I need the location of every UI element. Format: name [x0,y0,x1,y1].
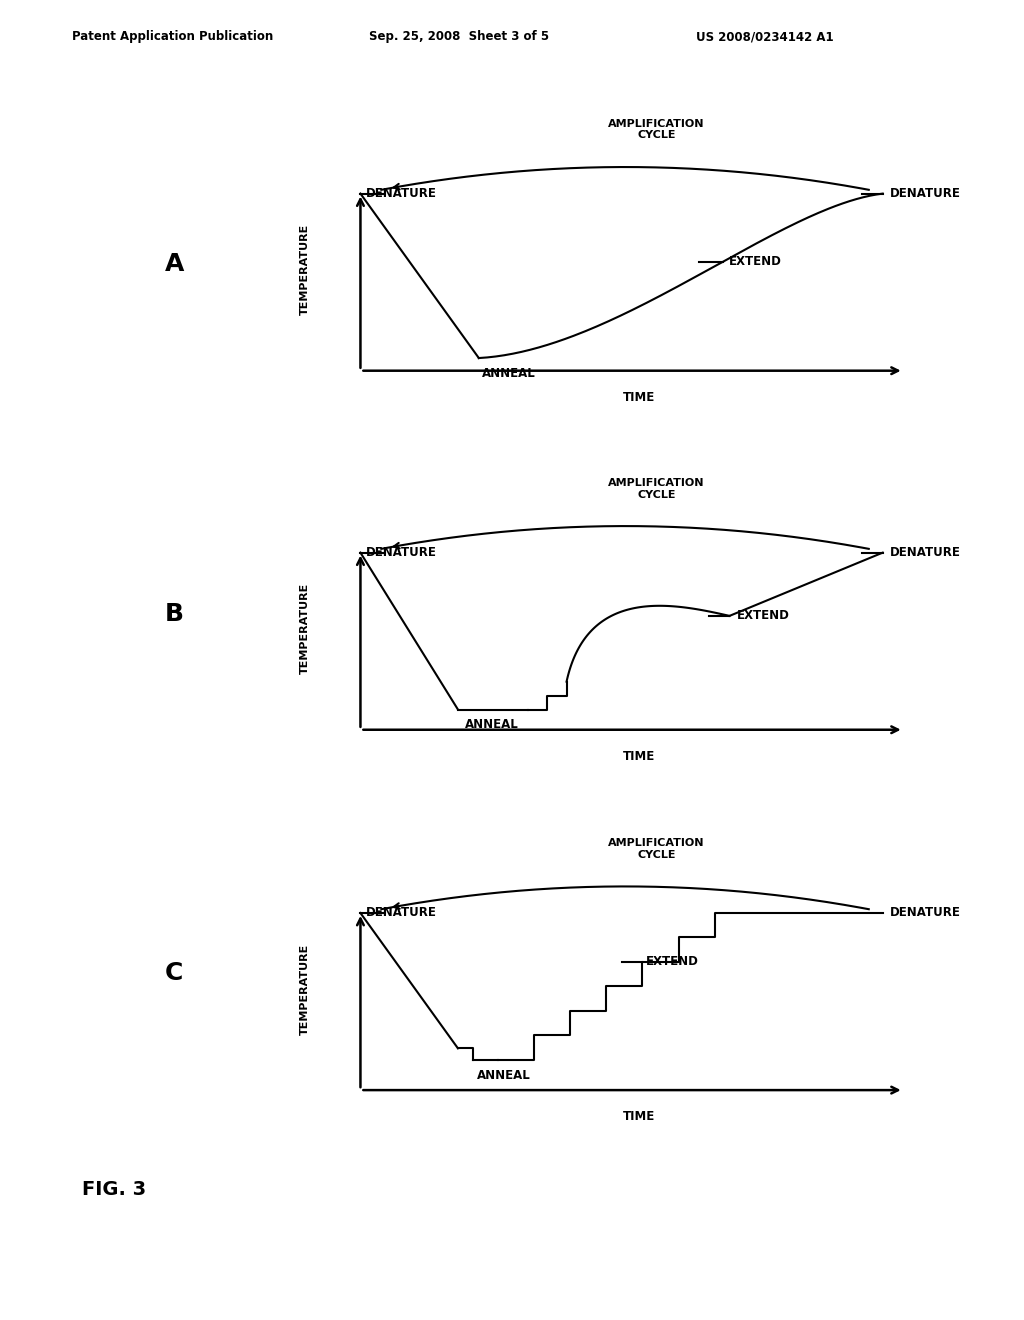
Text: AMPLIFICATION
CYCLE: AMPLIFICATION CYCLE [608,119,705,140]
Text: TEMPERATURE: TEMPERATURE [300,583,309,675]
Text: AMPLIFICATION
CYCLE: AMPLIFICATION CYCLE [608,478,705,499]
Text: EXTEND: EXTEND [736,610,790,623]
Text: DENATURE: DENATURE [890,187,961,201]
Text: DENATURE: DENATURE [890,546,961,560]
Text: Patent Application Publication: Patent Application Publication [72,30,273,44]
Text: B: B [165,602,183,626]
Text: US 2008/0234142 A1: US 2008/0234142 A1 [696,30,834,44]
Text: EXTEND: EXTEND [646,956,698,969]
Text: ANNEAL: ANNEAL [477,1069,530,1081]
Text: ANNEAL: ANNEAL [482,367,536,380]
Text: TIME: TIME [623,391,655,404]
Text: ANNEAL: ANNEAL [465,718,518,731]
Text: C: C [165,961,183,985]
Text: EXTEND: EXTEND [729,255,781,268]
Text: Sep. 25, 2008  Sheet 3 of 5: Sep. 25, 2008 Sheet 3 of 5 [369,30,549,44]
Text: TEMPERATURE: TEMPERATURE [300,944,309,1035]
Text: AMPLIFICATION
CYCLE: AMPLIFICATION CYCLE [608,838,705,859]
Text: TIME: TIME [623,1110,655,1123]
Text: DENATURE: DENATURE [890,907,961,920]
Text: DENATURE: DENATURE [366,187,437,201]
Text: DENATURE: DENATURE [366,546,437,560]
Text: DENATURE: DENATURE [366,907,437,920]
Text: FIG. 3: FIG. 3 [82,1180,146,1199]
Text: A: A [165,252,183,276]
Text: TEMPERATURE: TEMPERATURE [300,224,309,315]
Text: TIME: TIME [623,750,655,763]
